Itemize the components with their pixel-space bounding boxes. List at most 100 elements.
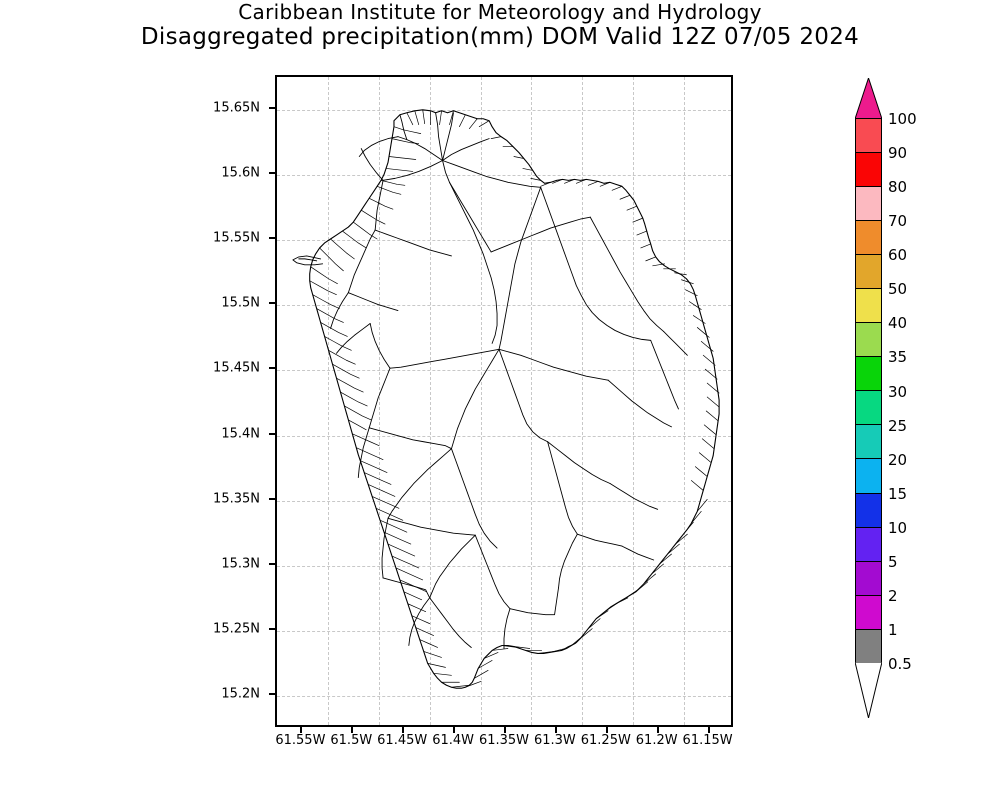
watershed-boundary bbox=[442, 112, 454, 161]
xtick-mark bbox=[453, 727, 456, 733]
colorbar-label-1: 1 bbox=[888, 620, 898, 639]
gridline-horizontal bbox=[277, 174, 731, 176]
gridline-vertical bbox=[480, 77, 482, 725]
watershed-boundary bbox=[498, 348, 549, 443]
gridline-horizontal bbox=[277, 305, 731, 307]
watershed-boundary bbox=[382, 577, 431, 599]
colorbar-label-40: 40 bbox=[888, 314, 908, 333]
gridline-vertical bbox=[429, 77, 431, 725]
colorbar-label-20: 20 bbox=[888, 450, 908, 469]
xtick-label-61-35W: 61.35W bbox=[478, 733, 530, 748]
watershed-boundary bbox=[589, 216, 665, 332]
watershed-boundary bbox=[429, 534, 476, 599]
xtick-mark bbox=[351, 727, 354, 733]
colorbar-segment-10-15 bbox=[856, 493, 881, 528]
colorbar-label-25: 25 bbox=[888, 416, 908, 435]
watershed-boundary bbox=[358, 136, 399, 157]
watershed-boundary bbox=[547, 441, 578, 535]
coast-spur-west-detail bbox=[298, 258, 318, 262]
gridline-horizontal bbox=[277, 370, 731, 372]
watershed-boundary bbox=[399, 114, 408, 141]
gridline-vertical bbox=[378, 77, 380, 725]
xtick-label-61-15W: 61.15W bbox=[682, 733, 733, 748]
colorbar-segment-50-60 bbox=[856, 255, 881, 290]
gridline-vertical bbox=[582, 77, 584, 725]
watershed-boundary bbox=[558, 533, 578, 589]
ytick-mark bbox=[269, 693, 275, 696]
watershed-boundary bbox=[442, 160, 542, 188]
ytick-mark bbox=[269, 302, 275, 305]
colorbar-label-2: 2 bbox=[888, 586, 898, 605]
xtick-mark bbox=[504, 727, 506, 733]
watershed-boundary bbox=[387, 517, 476, 536]
watershed-boundary bbox=[607, 379, 672, 428]
colorbar-segment-80-90 bbox=[856, 153, 881, 188]
watershed-boundary bbox=[435, 112, 492, 253]
watershed-boundary bbox=[389, 348, 500, 369]
ytick-label-15-35N: 15.35N bbox=[213, 491, 260, 507]
colorbar-segment-90-100 bbox=[856, 119, 881, 154]
watershed-boundary bbox=[429, 597, 472, 648]
xtick-label-61-45W: 61.45W bbox=[377, 733, 428, 748]
watershed-boundary bbox=[609, 483, 659, 510]
watershed-boundary bbox=[650, 339, 679, 410]
watershed-boundary bbox=[498, 348, 609, 381]
chart-subtitle-institute: Caribbean Institute for Meteorology and … bbox=[238, 0, 762, 24]
colorbar-label-15: 15 bbox=[888, 484, 908, 503]
drainage-spurs bbox=[309, 109, 720, 688]
gridline-horizontal bbox=[277, 240, 731, 241]
watershed-boundary bbox=[360, 148, 384, 181]
colorbar-label-05: 0.5 bbox=[888, 655, 912, 673]
xtick-mark bbox=[656, 727, 659, 733]
colorbar-label-35: 35 bbox=[888, 348, 908, 367]
colorbar-segment-25-30 bbox=[856, 391, 881, 426]
colorbar-segment-30-35 bbox=[856, 357, 881, 392]
ytick-label-15-3N: 15.3N bbox=[221, 556, 260, 572]
map-plot-area bbox=[275, 75, 733, 727]
gridline-horizontal bbox=[277, 435, 731, 437]
colorbar-arrow-bottom-icon bbox=[855, 662, 882, 718]
watershed-boundary bbox=[451, 348, 500, 450]
gridline-vertical bbox=[327, 77, 329, 725]
colorbar-label-10: 10 bbox=[888, 518, 908, 537]
xtick-mark bbox=[605, 727, 608, 733]
colorbar-segment-05-1 bbox=[856, 629, 881, 664]
colorbar-label-100: 100 bbox=[888, 110, 917, 128]
colorbar-segment-35-40 bbox=[856, 323, 881, 358]
watershed-boundary bbox=[474, 534, 511, 610]
xtick-label-61-55W: 61.55W bbox=[275, 733, 326, 748]
colorbar-segment-2-5 bbox=[856, 561, 881, 596]
gridline-horizontal bbox=[277, 500, 731, 502]
colorbar-segments bbox=[855, 118, 882, 664]
colorbar-label-50: 50 bbox=[888, 280, 908, 299]
ytick-mark bbox=[269, 237, 275, 239]
xtick-mark bbox=[554, 727, 557, 733]
dominica-map-outline bbox=[292, 109, 720, 689]
watershed-boundary bbox=[498, 186, 542, 350]
colorbar-segment-70-80 bbox=[856, 187, 881, 222]
colorbar-segment-60-70 bbox=[856, 221, 881, 256]
watershed-boundary bbox=[347, 292, 399, 312]
colorbar-segment-20-25 bbox=[856, 425, 881, 460]
watershed-boundary bbox=[336, 323, 371, 354]
ytick-mark bbox=[269, 563, 275, 565]
xtick-label-61-2W: 61.2W bbox=[635, 733, 678, 748]
watershed-boundary bbox=[330, 292, 349, 329]
watershed-boundary bbox=[449, 181, 498, 344]
watershed-boundary bbox=[347, 229, 376, 294]
ytick-mark bbox=[269, 432, 275, 435]
watershed-boundary bbox=[382, 160, 443, 181]
colorbar-label-30: 30 bbox=[888, 382, 908, 401]
colorbar-segment-15-20 bbox=[856, 459, 881, 494]
watershed-boundary bbox=[503, 608, 511, 649]
watershed-boundary bbox=[374, 179, 384, 231]
colorbar-arrow-top-icon bbox=[855, 78, 882, 119]
xtick-mark bbox=[402, 727, 405, 733]
watershed-boundary bbox=[369, 323, 391, 369]
colorbar-label-90: 90 bbox=[888, 144, 908, 163]
colorbar-label-80: 80 bbox=[888, 178, 908, 197]
chart-title-block: Caribbean Institute for Meteorology and … bbox=[0, 2, 1000, 49]
xtick-mark bbox=[300, 727, 303, 733]
colorbar-label-5: 5 bbox=[888, 552, 898, 571]
watershed-boundary bbox=[509, 587, 559, 616]
